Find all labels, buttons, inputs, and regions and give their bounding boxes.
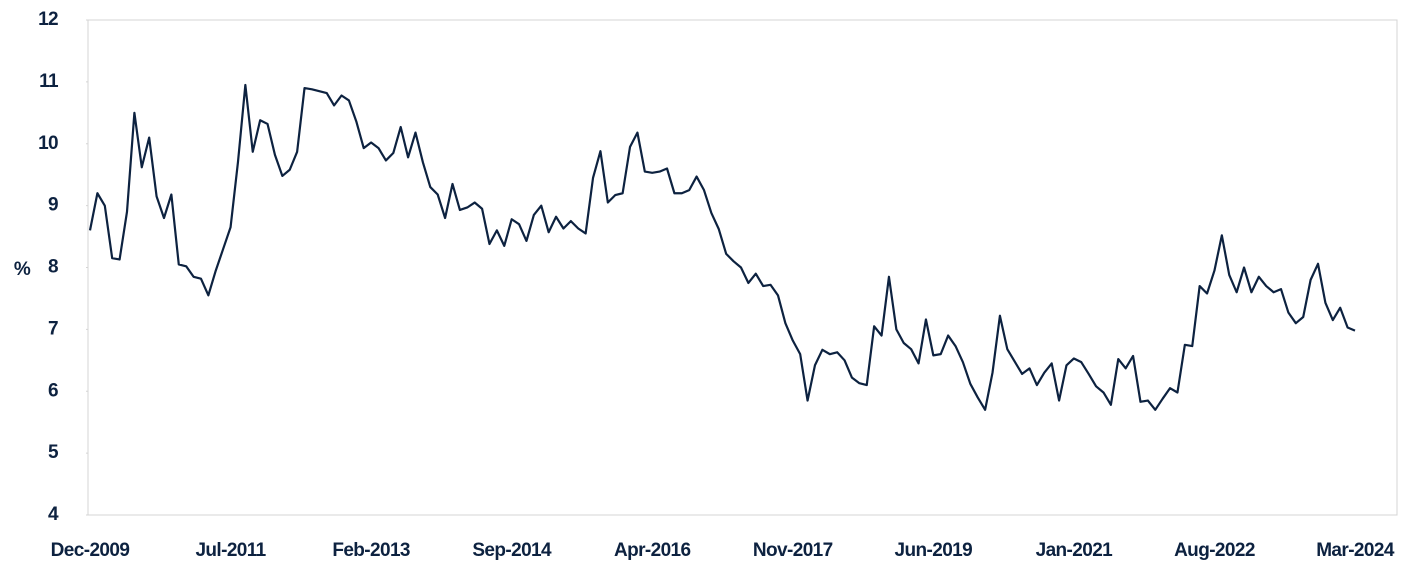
x-tick-label: Jun-2019 xyxy=(895,540,973,561)
y-tick-label: 9 xyxy=(48,195,58,216)
plot-frame xyxy=(87,19,1398,516)
y-tick-label: 10 xyxy=(38,133,58,154)
x-tick-label: Feb-2013 xyxy=(332,540,410,561)
y-tick-label: 4 xyxy=(48,504,59,525)
x-tick-label: Aug-2022 xyxy=(1174,540,1255,561)
y-axis-label: % xyxy=(14,259,31,280)
x-tick-label: Mar-2024 xyxy=(1316,540,1395,561)
y-tick-label: 6 xyxy=(48,380,58,401)
data-line xyxy=(88,83,1356,411)
x-tick-label: Jul-2011 xyxy=(195,540,266,561)
x-tick-label: Nov-2017 xyxy=(753,540,833,561)
x-tick-label: Jan-2021 xyxy=(1036,540,1114,561)
x-tick-label: Apr-2016 xyxy=(614,540,691,561)
y-tick-label: 12 xyxy=(38,9,58,30)
y-tick-label: 7 xyxy=(48,318,58,339)
y-tick-label: 8 xyxy=(48,257,58,278)
x-tick-label: Sep-2014 xyxy=(472,540,552,561)
x-tick-label: Dec-2009 xyxy=(51,540,130,561)
y-tick-label: 11 xyxy=(39,71,59,92)
y-tick-label: 5 xyxy=(48,442,59,463)
